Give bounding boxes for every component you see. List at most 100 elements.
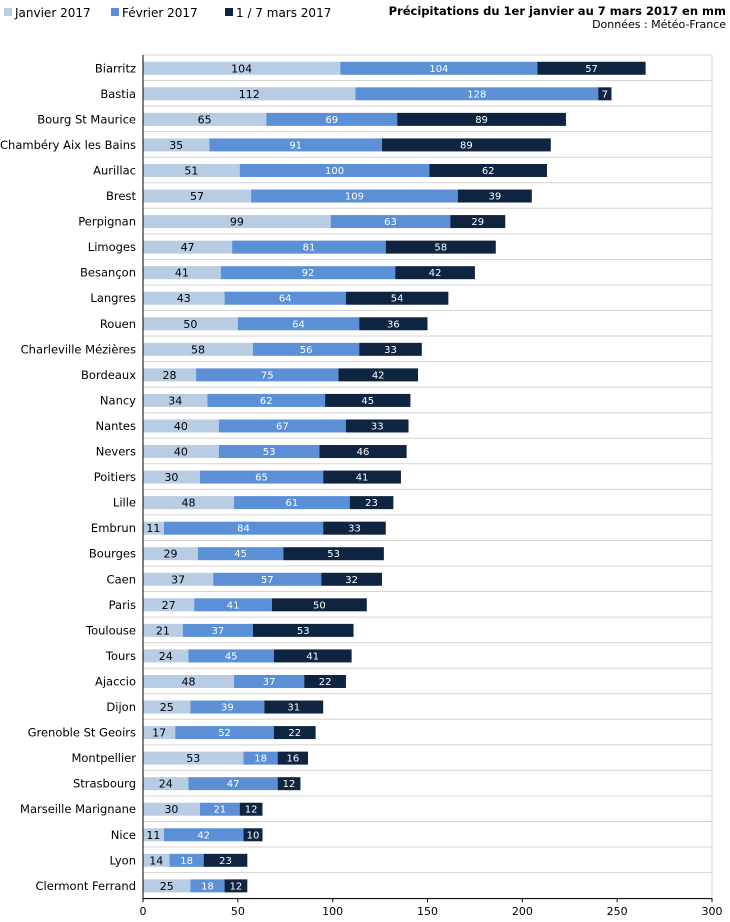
data-label-0-1: 112 (239, 88, 260, 101)
bar-0-2 (143, 112, 267, 126)
bar-2-1 (598, 87, 612, 101)
category-label-0: Biarritz (95, 61, 136, 75)
data-label-2-9: 54 (391, 294, 404, 305)
bar-1-30 (163, 828, 244, 842)
bar-0-18 (143, 521, 164, 535)
bar-2-4 (429, 163, 547, 177)
bar-1-24 (234, 674, 305, 688)
data-label-1-28: 47 (227, 779, 240, 790)
x-tick-label-1: 50 (231, 905, 245, 918)
category-label-5: Brest (106, 189, 136, 203)
legend-label-0: Janvier 2017 (14, 6, 91, 20)
bar-2-15 (319, 445, 407, 459)
bar-0-14 (143, 419, 219, 433)
bar-2-8 (395, 266, 475, 280)
bar-2-16 (323, 470, 401, 484)
bar-0-10 (143, 317, 238, 331)
x-tick-label-2: 100 (322, 905, 343, 918)
bar-1-5 (251, 189, 458, 203)
data-label-0-28: 24 (159, 778, 173, 791)
data-label-0-3: 35 (169, 139, 183, 152)
category-label-16: Poitiers (94, 470, 136, 484)
category-label-20: Caen (107, 572, 136, 586)
bar-0-15 (143, 445, 219, 459)
data-label-2-29: 12 (245, 805, 258, 816)
data-label-0-0: 104 (231, 62, 252, 75)
x-tick-label-4: 200 (512, 905, 533, 918)
data-label-0-12: 28 (163, 369, 177, 382)
data-label-2-24: 22 (319, 677, 332, 688)
bar-0-13 (143, 393, 208, 407)
category-label-25: Dijon (106, 700, 136, 714)
chart-subtitle: Données : Météo-France (592, 18, 726, 31)
bar-2-30 (243, 828, 263, 842)
bar-1-20 (213, 572, 322, 586)
bar-1-26 (175, 726, 274, 740)
data-label-0-29: 30 (164, 803, 178, 816)
bar-2-7 (385, 240, 496, 254)
bar-2-23 (273, 649, 352, 663)
bar-1-21 (194, 598, 272, 612)
legend-label-2: 1 / 7 mars 2017 (236, 6, 331, 20)
bar-0-22 (143, 623, 183, 637)
bar-2-28 (277, 777, 301, 791)
bar-1-7 (232, 240, 386, 254)
bar-0-7 (143, 240, 233, 254)
data-label-0-15: 40 (174, 446, 188, 459)
data-label-2-13: 45 (361, 396, 374, 407)
bar-2-32 (224, 879, 248, 893)
data-label-1-4: 100 (325, 166, 344, 177)
category-label-31: Lyon (110, 853, 136, 867)
data-label-1-32: 18 (201, 881, 214, 892)
bar-1-31 (169, 853, 204, 867)
category-labels: Biarritz Bastia Bourg St Maurice Chambéry A… (0, 61, 136, 893)
bar-1-29 (199, 802, 240, 816)
bar-0-29 (143, 802, 200, 816)
data-label-2-31: 23 (219, 856, 232, 867)
bar-1-14 (218, 419, 346, 433)
bar-0-8 (143, 266, 221, 280)
data-label-0-21: 27 (162, 599, 176, 612)
data-label-2-17: 23 (365, 498, 378, 509)
data-label-0-32: 25 (160, 880, 174, 893)
bar-0-3 (143, 138, 210, 152)
legend-swatch-0 (4, 8, 12, 16)
category-label-9: Langres (90, 291, 136, 305)
data-label-2-21: 50 (313, 600, 326, 611)
bar-2-17 (349, 496, 394, 510)
bar-0-26 (143, 726, 176, 740)
bar-0-20 (143, 572, 214, 586)
bar-2-31 (203, 853, 248, 867)
category-label-11: Charleville Mézières (21, 342, 136, 356)
bar-2-10 (359, 317, 428, 331)
data-label-2-4: 62 (482, 166, 495, 177)
data-label-1-20: 57 (261, 575, 274, 586)
bar-1-18 (163, 521, 324, 535)
category-label-3: Chambéry Aix les Bains (0, 138, 136, 152)
bar-0-5 (143, 189, 252, 203)
data-label-2-10: 36 (387, 319, 400, 330)
bar-1-12 (196, 368, 339, 382)
bar-2-20 (321, 572, 382, 586)
data-label-1-25: 39 (221, 703, 234, 714)
bar-1-2 (266, 112, 398, 126)
category-label-7: Limoges (88, 240, 136, 254)
bar-2-19 (283, 547, 384, 561)
data-label-0-5: 57 (190, 190, 204, 203)
category-label-2: Bourg St Maurice (37, 112, 136, 126)
data-label-2-8: 42 (429, 268, 442, 279)
category-label-32: Clermont Ferrand (36, 879, 136, 893)
data-label-0-19: 29 (164, 548, 178, 561)
category-label-27: Montpellier (71, 751, 136, 765)
data-label-2-22: 53 (297, 626, 310, 637)
bar-0-17 (143, 496, 235, 510)
bar-1-25 (190, 700, 265, 714)
bar-1-23 (188, 649, 274, 663)
category-label-14: Nantes (95, 419, 136, 433)
data-label-2-1: 7 (602, 89, 608, 100)
bar-2-25 (264, 700, 324, 714)
bar-1-13 (207, 393, 326, 407)
data-label-1-30: 42 (197, 830, 210, 841)
bar-0-19 (143, 547, 199, 561)
data-label-1-9: 64 (279, 294, 292, 305)
